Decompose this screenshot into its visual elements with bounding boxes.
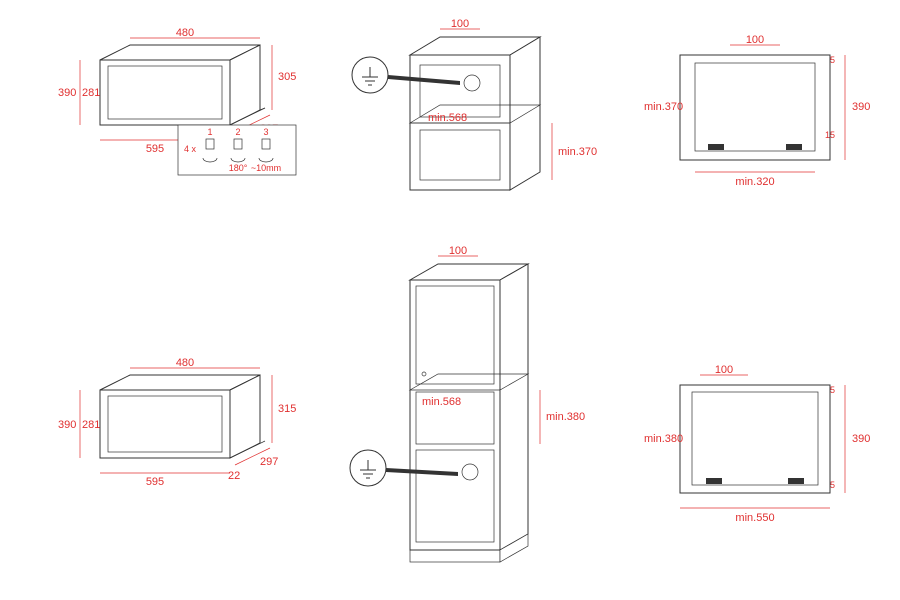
dim-cab-top-100: 100 <box>451 18 469 30</box>
step-inset: ~10mm <box>251 163 281 173</box>
dim-b-281: 281 <box>82 419 100 431</box>
dim-cut-bot-100: 100 <box>715 364 733 376</box>
dim-cab-bot-w: min.568 <box>422 396 461 408</box>
dim-cut-bot-5a: 5 <box>830 385 835 395</box>
step-angle: 180° <box>229 163 248 173</box>
dim-cab-top-w: min.568 <box>428 112 467 124</box>
technical-drawing: :root { --dim-color: #e03030; --fg-color… <box>0 0 900 600</box>
dim-cut-bot-5b: 5 <box>830 480 835 490</box>
dim-cab-bot-h: min.380 <box>546 411 585 423</box>
cabinet-iso-top: 100 min.568 min.370 <box>352 18 597 190</box>
dim-cut-top-minh: min.370 <box>644 101 683 113</box>
dim-cut-top-15: 15 <box>825 130 835 140</box>
steps-inset: 1 2 180° 3 ~10mm 4 x <box>178 125 296 175</box>
dim-cut-top-390: 390 <box>852 101 870 113</box>
dim-305: 305 <box>278 71 296 83</box>
step-left-note: 4 x <box>184 144 197 154</box>
dim-cut-bot-390: 390 <box>852 433 870 445</box>
dim-b-390: 390 <box>58 419 76 431</box>
cabinet-iso-bottom: 100 min.568 min.380 <box>350 245 585 562</box>
dim-595: 595 <box>146 143 164 155</box>
dim-281: 281 <box>82 87 100 99</box>
dim-b-480: 480 <box>176 357 194 369</box>
dim-cab-top-h: min.370 <box>558 146 597 158</box>
dim-b-595: 595 <box>146 476 164 488</box>
dim-cut-top-100: 100 <box>746 34 764 46</box>
step-3-num: 3 <box>263 127 268 137</box>
dim-cut-top-5: 5 <box>830 55 835 65</box>
dim-b-315: 315 <box>278 403 296 415</box>
dim-b-22: 22 <box>228 470 240 482</box>
dim-b-297: 297 <box>260 456 278 468</box>
dim-480: 480 <box>176 27 194 39</box>
cutout-front-top: 100 min.370 390 5 15 min.320 <box>644 34 870 188</box>
dim-cut-top-minw: min.320 <box>735 176 774 188</box>
step-2-num: 2 <box>235 127 240 137</box>
dim-cut-bot-minh: min.380 <box>644 433 683 445</box>
step-1-num: 1 <box>207 127 212 137</box>
dim-cab-bot-100: 100 <box>449 245 467 257</box>
dim-390: 390 <box>58 87 76 99</box>
unit-iso-bottom: 480 315 297 22 595 390 281 <box>58 357 296 488</box>
dim-cut-bot-minw: min.550 <box>735 512 774 524</box>
cutout-front-bottom: 100 min.380 390 5 5 min.550 <box>644 364 870 524</box>
